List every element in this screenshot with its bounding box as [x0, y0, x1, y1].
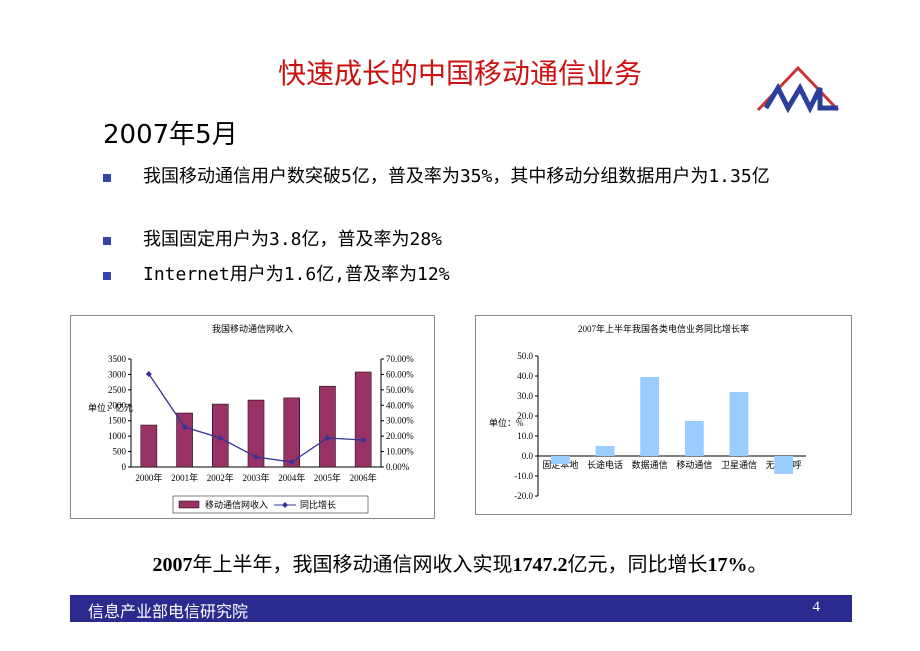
y2-tick-label: 70.00% — [386, 354, 414, 364]
x-tick-label: 2000年 — [135, 472, 162, 483]
y-tick-label: -10.0 — [514, 471, 533, 481]
y-tick-label: 3000 — [108, 369, 127, 379]
marker — [145, 370, 152, 377]
marker — [181, 424, 188, 431]
x-tick-label: 固定本地 — [542, 459, 578, 470]
summary-part: 。 — [747, 554, 768, 576]
chart-title: 我国移动通信网收入 — [212, 323, 293, 334]
footer-org: 信息产业部电信研究院 — [88, 602, 249, 621]
marker — [253, 453, 259, 460]
bar — [140, 424, 158, 468]
bar — [774, 456, 794, 474]
x-tick-label: 2004年 — [278, 472, 305, 483]
x-tick-label: 2001年 — [171, 472, 198, 483]
x-tick-label: 长途电话 — [587, 459, 623, 470]
y-tick-label: 40.0 — [517, 371, 533, 381]
y-tick-label: 30.0 — [517, 391, 533, 401]
bullet: Internet用户为1.6亿,普及率为12% — [143, 264, 450, 285]
marker — [217, 434, 224, 441]
footer: 信息产业部电信研究院 4 — [70, 595, 852, 622]
bullet-icon — [103, 272, 111, 280]
legend-frame — [172, 495, 369, 514]
bar — [176, 412, 193, 468]
bullet: 我国移动通信用户数突破5亿，普及率为35%，其中移动分组数据用户为1.35亿 — [143, 166, 770, 187]
y2-tick-label: 30.00% — [386, 416, 414, 426]
y2-tick-label: 40.00% — [386, 400, 414, 410]
axis-label: 单位：亿元 — [88, 402, 133, 413]
y-tick-label: 20.0 — [517, 411, 533, 421]
marker — [324, 434, 331, 441]
y-tick-label: 500 — [113, 447, 127, 457]
bar — [684, 421, 704, 456]
y2-tick-label: 50.00% — [386, 385, 414, 395]
y-tick-label: 1000 — [108, 431, 127, 441]
x-tick-label: 2002年 — [207, 472, 234, 483]
y2-tick-label: 20.00% — [386, 431, 414, 441]
marker — [288, 459, 295, 466]
axis-label: 单位：% — [489, 417, 524, 428]
y-tick-label: 50.0 — [517, 351, 533, 361]
y-tick-label: 1500 — [108, 416, 127, 426]
slide-title: 快速成长的中国移动通信业务 — [277, 57, 642, 90]
page-number: 4 — [812, 599, 821, 615]
x-tick-label: 2006年 — [350, 472, 377, 483]
summary-part: 亿元，同比增长 — [567, 554, 708, 576]
y-tick-label: 2500 — [108, 385, 127, 395]
legend-swatch — [282, 502, 288, 508]
y-tick-label: -20.0 — [514, 491, 533, 501]
y2-tick-label: 0.00% — [386, 462, 410, 472]
bullet-icon — [103, 237, 111, 245]
bar — [595, 446, 615, 456]
x-tick-label: 数据通信 — [632, 459, 668, 470]
legend-label: 移动通信网收入 — [205, 499, 268, 510]
y-tick-label: 10.0 — [517, 431, 533, 441]
logo — [756, 65, 840, 114]
bar — [319, 385, 336, 468]
summary-part: 2007 — [152, 554, 193, 576]
summary-part: 1747.2 — [512, 554, 568, 576]
summary: 2007年上半年，我国移动通信网收入实现1747.2亿元，同比增长17%。 — [0, 548, 920, 577]
bar — [729, 392, 749, 456]
bar — [354, 371, 372, 468]
y2-tick-label: 60.00% — [386, 369, 414, 379]
y-tick-label: 0.0 — [522, 451, 534, 461]
legend-label: 同比增长 — [300, 499, 336, 510]
y-tick-label: 3500 — [108, 354, 127, 364]
y-tick-label: 0 — [122, 462, 127, 472]
y-tick-label: 2000 — [108, 400, 127, 410]
summary-part: 17% — [707, 554, 748, 576]
x-tick-label: 卫星通信 — [721, 459, 757, 470]
x-tick-label: 移动通信 — [676, 459, 712, 470]
legend-swatch — [178, 500, 200, 509]
chart-title: 2007年上半年我国各类电信业务同比增长率 — [578, 323, 749, 334]
marker — [360, 437, 367, 443]
y2-tick-label: 10.00% — [386, 447, 414, 457]
x-tick-label: 2005年 — [314, 472, 341, 483]
bar — [550, 456, 570, 464]
bullet: 我国固定用户为3.8亿，普及率为28% — [143, 229, 443, 250]
summary-part: 年上半年，我国移动通信网收入实现 — [192, 554, 513, 576]
x-tick-label: 2003年 — [242, 472, 269, 483]
bar — [247, 399, 265, 468]
bar — [283, 397, 301, 468]
bullet-icon — [103, 174, 111, 182]
bar — [640, 377, 660, 456]
date-heading: 2007年5月 — [103, 120, 238, 150]
